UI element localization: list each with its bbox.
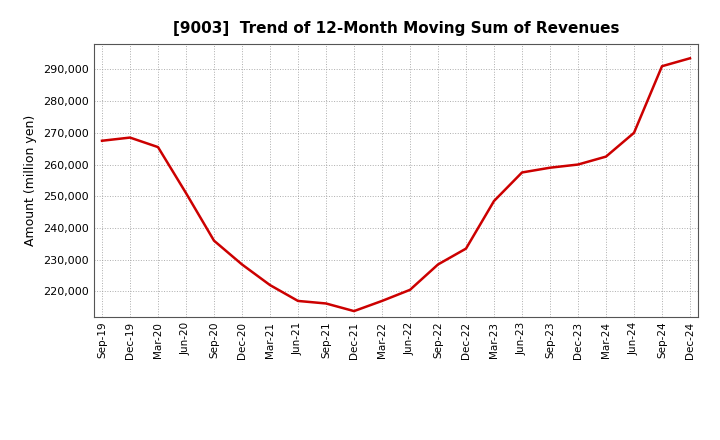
Y-axis label: Amount (million yen): Amount (million yen)	[24, 115, 37, 246]
Title: [9003]  Trend of 12-Month Moving Sum of Revenues: [9003] Trend of 12-Month Moving Sum of R…	[173, 21, 619, 36]
